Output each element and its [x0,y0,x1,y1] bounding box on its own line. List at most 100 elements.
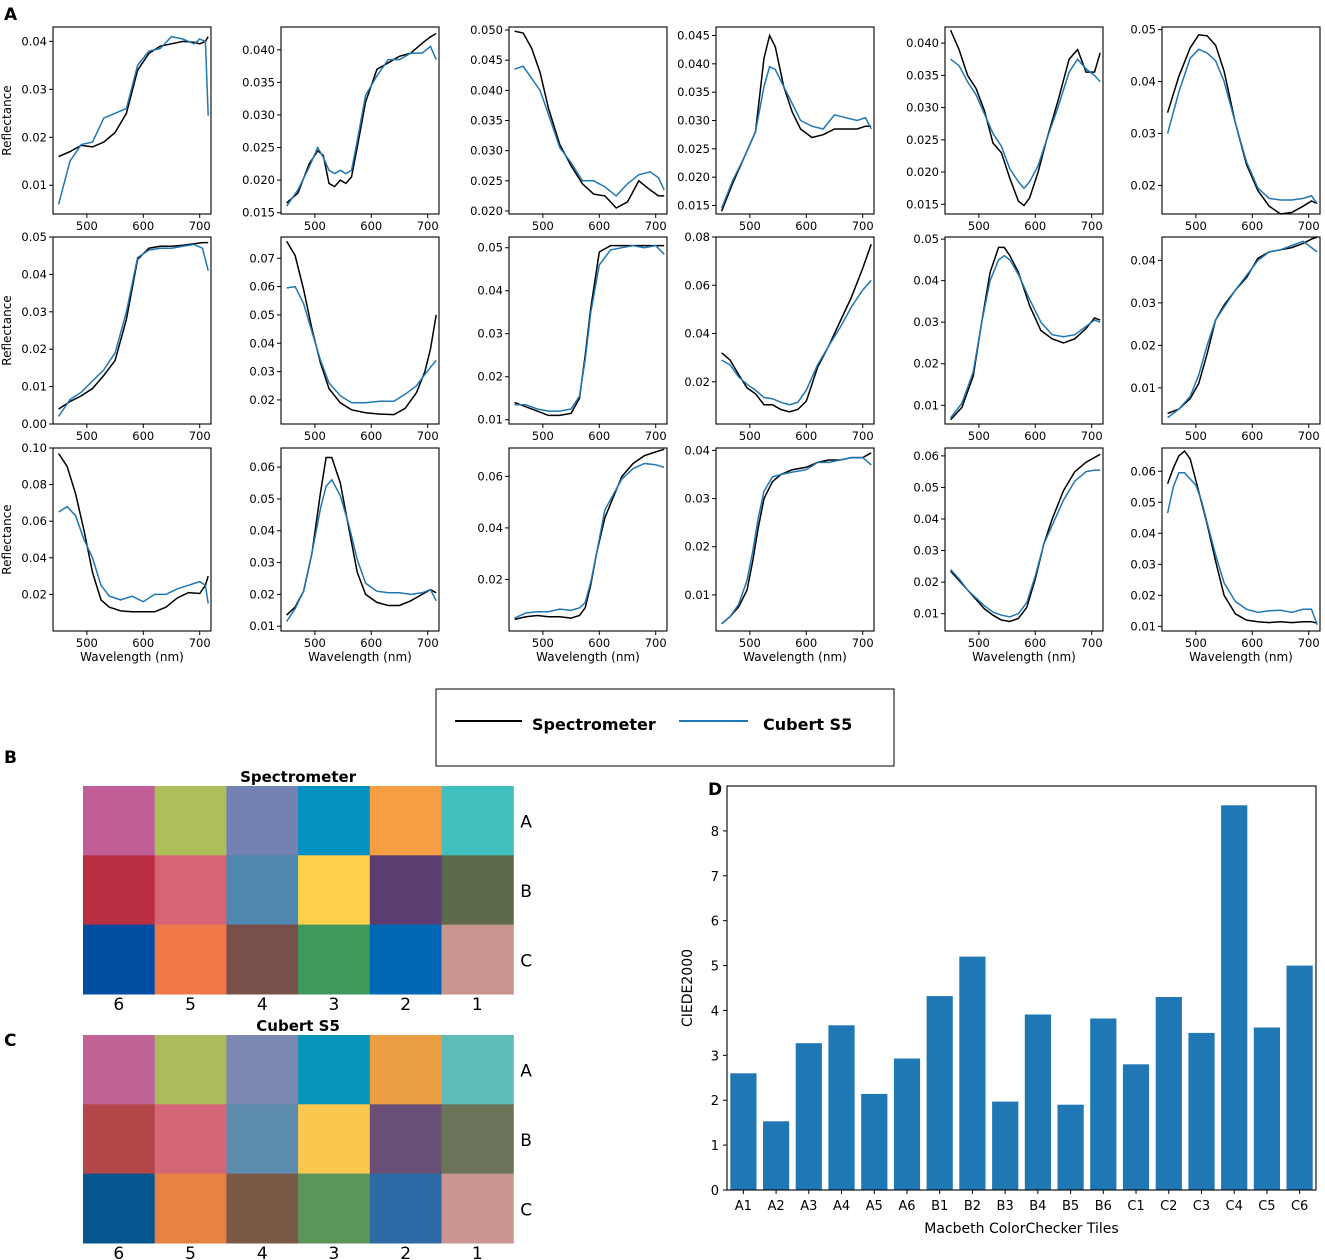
y-tick-label: 6 [711,915,719,930]
x-tick-label: 500 [968,219,990,233]
x-tick-label: 700 [645,636,667,650]
x-tick-label: 600 [795,429,817,443]
y-tick-label: 0.050 [470,23,503,37]
x-tick-label: B4 [1029,1199,1046,1214]
axes-frame [944,26,1104,215]
x-tick-label: 700 [1298,636,1320,650]
subplot-c3: 500 600 700 0.01 0.02 0.03 0.04 Wavelength (nm) [684,443,875,664]
y-tick-label: 0.035 [906,68,939,82]
x-tick-label: B6 [1095,1199,1112,1214]
spectrometer-line [950,246,1101,421]
x-tick-label: A5 [866,1199,883,1214]
color-cell-c6 [83,924,156,995]
cubert-line [58,505,209,604]
color-cell-a4 [226,1035,299,1105]
cubert-line [285,45,437,207]
spectrometer-line [58,241,209,410]
spectrometer-line [950,453,1101,623]
axes-frame [726,785,1317,1191]
x-tick-label: 700 [189,219,211,233]
axes-frame [944,447,1104,632]
y-tick-label: 0.04 [913,274,939,288]
x-tick-label: 500 [1185,429,1207,443]
color-cell-a3 [298,1035,371,1105]
y-tick-label: 0.02 [249,393,275,407]
y-tick-label: 0.03 [913,315,939,329]
x-tick-label: C6 [1291,1199,1308,1214]
color-cell-a4 [226,786,299,856]
y-tick-label: 0.02 [1130,588,1156,602]
spectrometer-line [514,448,665,621]
cubert-line [57,35,209,205]
bar-b3 [992,1101,1019,1190]
axes-frame [52,26,212,215]
x-tick-label: 500 [532,429,554,443]
panel-letter-c: C [4,1031,16,1051]
color-cell-b3 [298,1104,371,1175]
color-cell-a1 [441,1035,514,1105]
y-tick-label: 0.020 [242,173,275,187]
axes-frame [715,447,875,632]
column-label: 2 [400,995,411,1015]
x-tick-label: C3 [1193,1199,1210,1214]
x-tick-label: B1 [931,1199,948,1214]
bar-a4 [828,1025,855,1190]
x-tick-label: 600 [360,219,382,233]
color-cell-b1 [441,1104,514,1175]
y-tick-label: 8 [711,825,719,840]
spectrometer-line [1166,34,1318,215]
y-tick-label: 0.05 [21,230,47,244]
color-cell-c4 [226,924,299,995]
axes-frame [508,26,668,215]
subplot-c5: 500 600 700 0.01 0.02 0.03 0.04 0.05 0.06 Wavelen… [249,447,440,664]
y-axis-label: CIEDE2000 [680,949,696,1027]
x-tick-label: 500 [739,219,761,233]
y-tick-label: 0.03 [913,544,939,558]
axes-frame [280,236,440,425]
y-tick-label: 0.02 [249,587,275,601]
y-tick-label: 0.01 [1130,619,1156,633]
x-tick-label: 500 [304,636,326,650]
x-tick-label: 600 [1241,219,1263,233]
color-cell-b2 [369,1104,443,1175]
color-cell-b5 [154,1104,227,1175]
color-cell-a5 [154,1035,227,1105]
y-tick-label: 7 [711,870,719,885]
subplot-c4: 500 600 700 0.02 0.04 0.06 Wavelength (nm) [477,447,668,664]
column-label: 3 [329,1244,340,1260]
x-tick-label: 600 [1024,219,1046,233]
y-tick-label: 0.06 [1130,464,1156,478]
x-tick-label: 700 [189,636,211,650]
y-tick-label: 0.03 [477,327,503,341]
x-tick-label: 600 [132,429,154,443]
subplot-a3: 500 600 700 0.015 0.020 0.025 0.030 0.035 0.040 0… [677,26,875,233]
y-tick-label: 0.04 [477,521,503,535]
y-tick-label: 0.02 [477,572,503,586]
x-tick-label: 500 [76,219,98,233]
axes-frame [715,236,875,425]
y-tick-label: 0.030 [470,144,503,158]
bar-c4 [1221,805,1248,1190]
row-label: C [520,951,532,971]
x-tick-label: 500 [1185,219,1207,233]
y-tick-label: 0.04 [249,524,275,538]
y-tick-label: 0.04 [684,327,710,341]
cubert-line [720,65,872,209]
bar-c6 [1286,965,1313,1190]
color-cell-c3 [298,1173,371,1244]
panel-a-spectra: 500 600 700 0.01 0.02 0.03 0.04 Reflectance 500 6… [0,23,1321,664]
y-tick-label: 0.03 [249,556,275,570]
y-tick-label: 0.01 [21,178,47,192]
column-label: 2 [400,1244,411,1260]
cubert-line [1166,48,1318,205]
y-tick-label: 0.02 [913,575,939,589]
y-tick-label: 0.035 [470,114,503,128]
bar-c1 [1122,1064,1150,1190]
bar-c2 [1155,997,1182,1190]
spectrometer-line [58,36,209,158]
y-tick-label: 0.06 [249,280,275,294]
column-label: 1 [472,995,483,1015]
y-tick-label: 0.04 [1130,75,1156,89]
subplot-b4: 500 600 700 0.01 0.02 0.03 0.04 0.05 [477,236,668,443]
row-label: C [520,1200,532,1220]
